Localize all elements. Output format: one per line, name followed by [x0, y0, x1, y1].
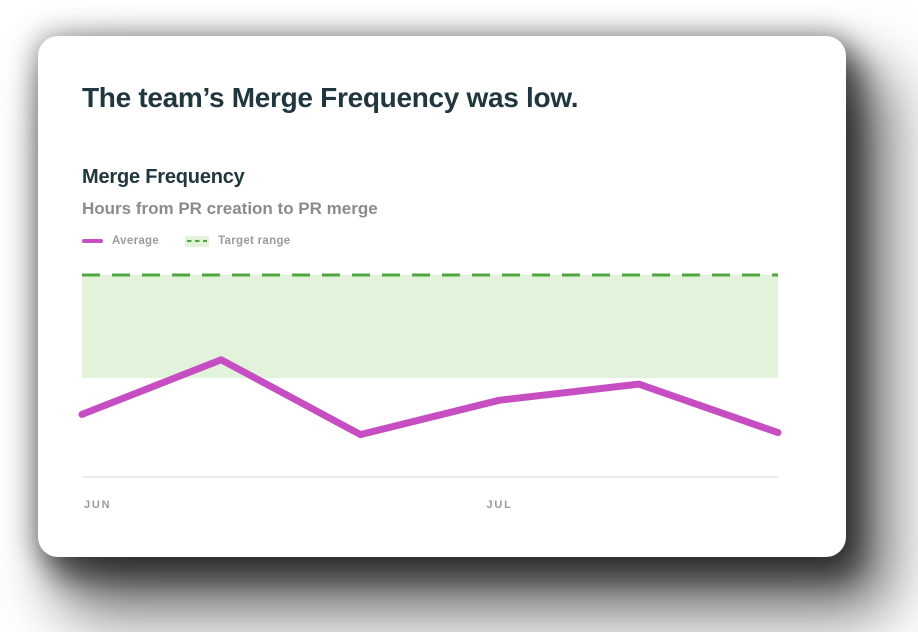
insight-headline: The team’s Merge Frequency was low.	[82, 82, 579, 113]
legend-label-average: Average	[112, 235, 160, 247]
target-range-dash-icon	[187, 239, 208, 243]
x-axis-labels: JUN JUL	[82, 483, 778, 513]
average-line-swatch	[82, 239, 103, 243]
x-axis-label-jul: JUL	[486, 499, 513, 511]
x-axis-label-jun: JUN	[84, 499, 112, 511]
merge-frequency-chart: JUN JUL	[78, 271, 782, 513]
legend-label-target-range: Target range	[218, 235, 291, 247]
chart-legend: Average Target range	[82, 234, 846, 248]
target-range-band	[82, 275, 778, 379]
legend-item-average: Average	[82, 235, 159, 247]
chart-title: Merge Frequency	[82, 166, 245, 188]
average-series-line	[78, 356, 782, 439]
target-range-swatch	[185, 235, 210, 247]
chart-subtitle: Hours from PR creation to PR merge	[82, 199, 378, 218]
insight-card: The team’s Merge Frequency was low. Merg…	[38, 36, 846, 557]
chart-plot-area	[78, 273, 782, 478]
legend-item-target-range: Target range	[185, 235, 290, 247]
